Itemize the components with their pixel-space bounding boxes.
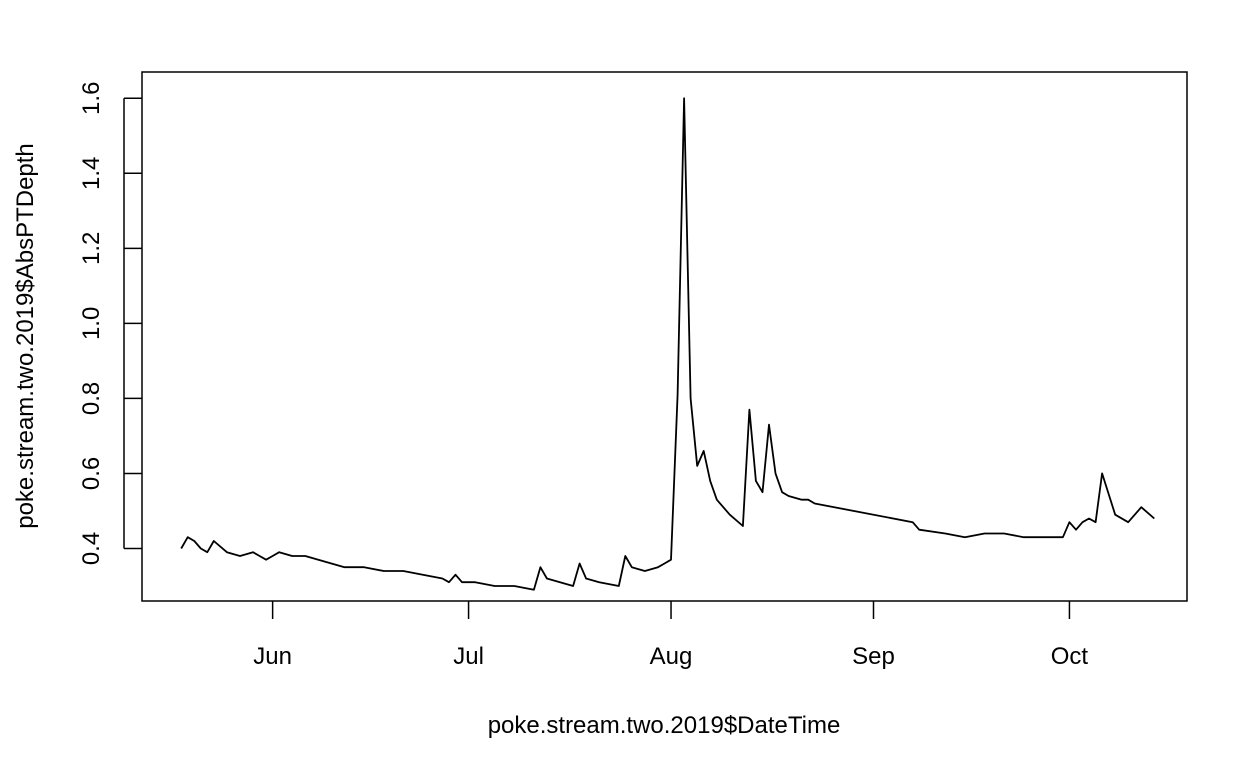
x-tick-label: Sep bbox=[852, 643, 895, 670]
y-tick-label: 1.2 bbox=[78, 232, 105, 265]
depth-series-line bbox=[180, 97, 1155, 591]
x-tick-label: Oct bbox=[1051, 643, 1089, 670]
y-tick-label: 1.4 bbox=[78, 157, 105, 190]
x-tick-label: Jul bbox=[453, 643, 484, 670]
y-axis-label: poke.stream.two.2019$AbsPTDepth bbox=[12, 143, 39, 529]
y-tick-label: 1.6 bbox=[78, 82, 105, 115]
y-axis: 0.4 0.6 0.8 1.0 1.2 1.4 1.6 bbox=[78, 82, 142, 565]
y-tick-label: 0.6 bbox=[78, 457, 105, 490]
y-tick-label: 0.8 bbox=[78, 382, 105, 415]
x-tick-label: Aug bbox=[650, 643, 693, 670]
x-tick-label: Jun bbox=[253, 643, 292, 670]
plot-frame bbox=[141, 71, 1188, 602]
x-axis-label: poke.stream.two.2019$DateTime bbox=[488, 712, 841, 739]
x-axis: Jun Jul Aug Sep Oct bbox=[253, 601, 1088, 670]
y-tick-label: 0.4 bbox=[78, 532, 105, 565]
y-tick-label: 1.0 bbox=[78, 307, 105, 340]
